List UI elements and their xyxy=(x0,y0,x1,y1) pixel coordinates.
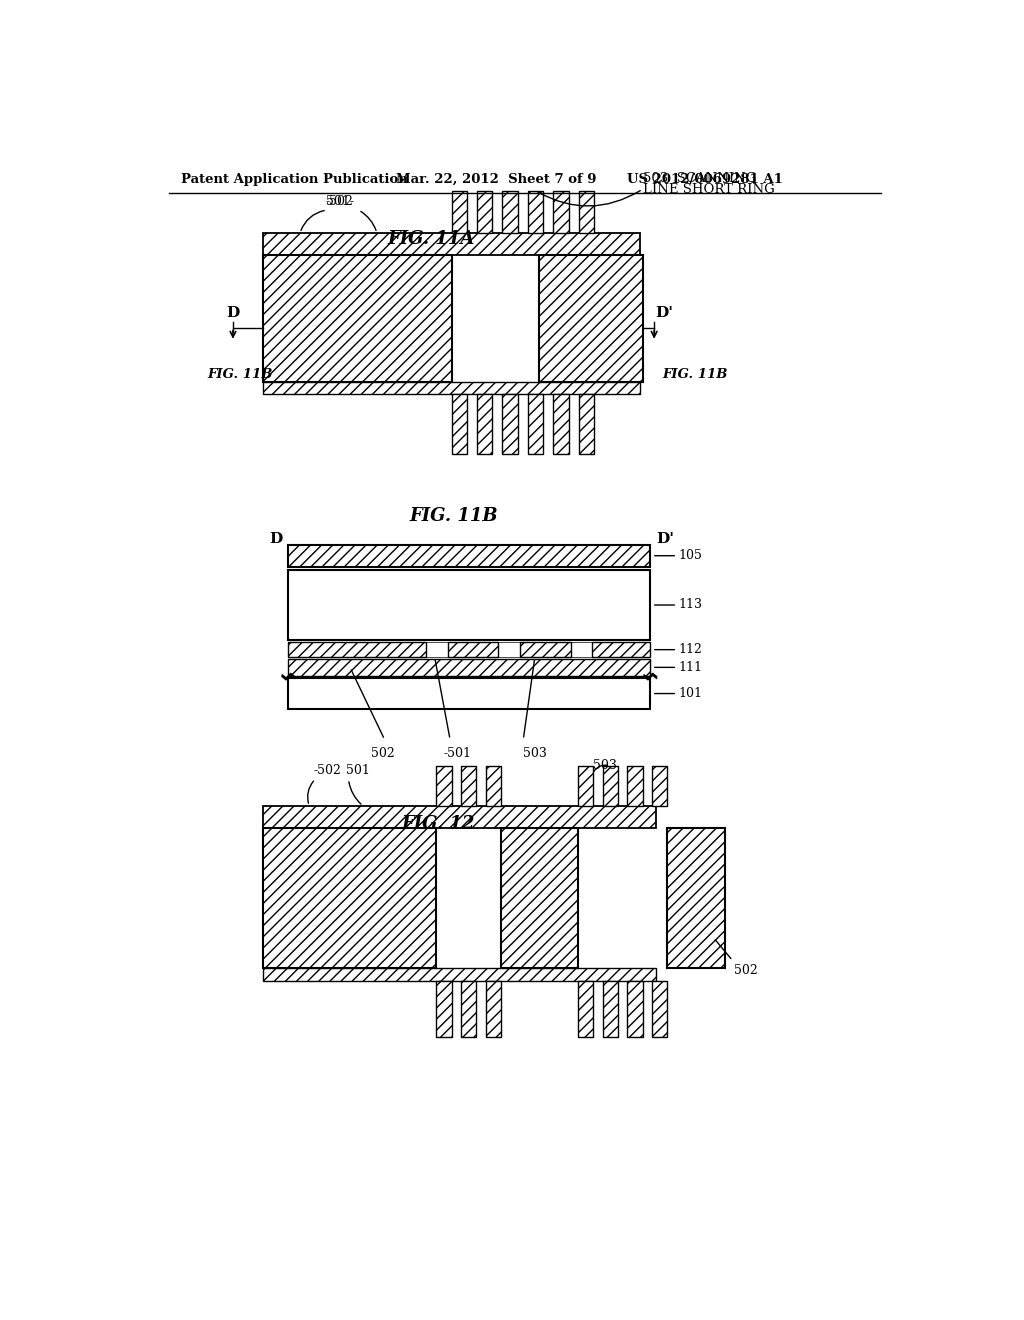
Bar xyxy=(436,766,452,807)
Bar xyxy=(628,981,643,1038)
Bar xyxy=(553,395,568,454)
Bar xyxy=(652,766,668,807)
Bar xyxy=(593,642,650,657)
Bar xyxy=(602,981,617,1038)
Bar xyxy=(289,570,650,640)
Bar xyxy=(528,395,544,454)
Text: FIG. 11B: FIG. 11B xyxy=(410,507,499,525)
Bar xyxy=(263,255,452,381)
Text: D': D' xyxy=(655,306,674,321)
Bar xyxy=(602,766,617,807)
Bar xyxy=(289,642,650,657)
Bar xyxy=(485,981,501,1038)
Bar xyxy=(263,807,655,828)
Bar xyxy=(452,191,467,234)
Bar xyxy=(461,981,476,1038)
Bar xyxy=(461,766,476,807)
Text: D': D' xyxy=(656,532,675,545)
Bar xyxy=(436,981,452,1038)
Bar xyxy=(289,545,650,566)
Bar xyxy=(289,659,650,676)
Bar xyxy=(477,395,493,454)
Text: FIG. 11A: FIG. 11A xyxy=(387,230,474,248)
Text: -501: -501 xyxy=(444,747,472,760)
Text: 503: 503 xyxy=(593,759,616,772)
Text: LINE SHORT RING: LINE SHORT RING xyxy=(643,183,774,197)
Bar xyxy=(579,191,594,234)
Bar xyxy=(628,766,643,807)
Bar xyxy=(539,255,643,381)
Text: 111: 111 xyxy=(679,661,702,675)
Text: 101: 101 xyxy=(679,686,702,700)
Bar xyxy=(578,766,593,807)
Text: FIG. 11B: FIG. 11B xyxy=(662,367,727,380)
Bar xyxy=(579,395,594,454)
Text: 501-: 501- xyxy=(326,195,354,209)
Bar xyxy=(477,191,493,234)
Bar xyxy=(503,191,518,234)
Text: 502: 502 xyxy=(734,964,758,977)
Bar xyxy=(447,642,499,657)
Text: 105: 105 xyxy=(679,549,702,562)
Text: 112: 112 xyxy=(679,643,702,656)
Bar xyxy=(668,828,725,969)
Bar xyxy=(263,234,640,255)
Bar xyxy=(503,395,518,454)
Text: 113: 113 xyxy=(679,598,702,611)
Text: 502: 502 xyxy=(372,747,395,760)
Bar xyxy=(263,969,655,981)
Bar xyxy=(578,981,593,1038)
Bar xyxy=(289,642,426,657)
Text: US 2012/0069281 A1: US 2012/0069281 A1 xyxy=(628,173,783,186)
Text: Mar. 22, 2012  Sheet 7 of 9: Mar. 22, 2012 Sheet 7 of 9 xyxy=(396,173,597,186)
Text: 501: 501 xyxy=(346,764,370,777)
Text: FIG. 12: FIG. 12 xyxy=(401,816,475,833)
Text: -502: -502 xyxy=(313,764,341,777)
Text: Patent Application Publication: Patent Application Publication xyxy=(180,173,408,186)
Bar xyxy=(553,191,568,234)
Text: -502: -502 xyxy=(326,195,353,209)
Text: D: D xyxy=(269,532,283,545)
Text: 503  SCANNING: 503 SCANNING xyxy=(643,173,756,185)
Bar xyxy=(452,395,467,454)
Bar xyxy=(485,766,501,807)
Bar xyxy=(520,642,570,657)
Bar xyxy=(263,381,640,395)
Text: FIG. 11B: FIG. 11B xyxy=(208,367,273,380)
Bar xyxy=(289,678,650,709)
Bar xyxy=(528,191,544,234)
Bar xyxy=(652,981,668,1038)
Text: 503: 503 xyxy=(523,747,547,760)
Bar xyxy=(501,828,578,969)
Bar xyxy=(263,828,436,969)
Text: D: D xyxy=(226,306,240,321)
